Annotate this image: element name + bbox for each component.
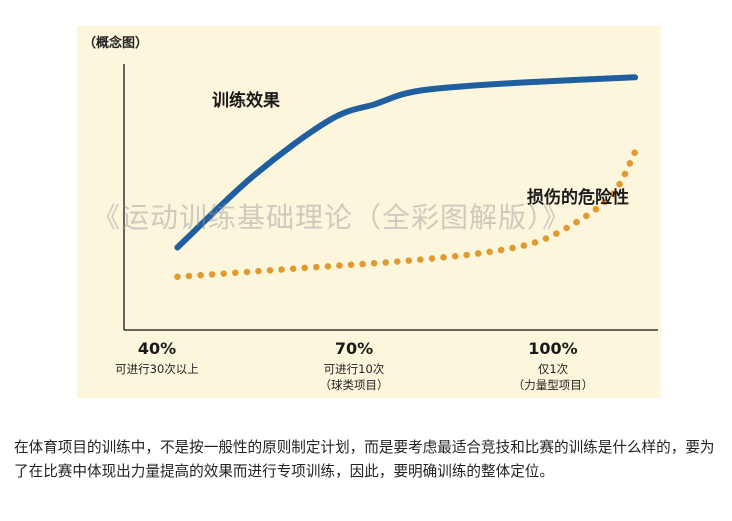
caption-text: 在体育项目的训练中，不是按一般性的原则制定计划，而是要考虑最适合竞技和比赛的训练… [14,439,715,480]
chart-figure [77,26,661,398]
x-tick-sublabel: （力量型项目） [513,378,594,392]
series-line-2 [174,148,639,281]
tick-layer: 40% 可进行30次以上 70% 可进行10次 （球类项目） 100% 仅1次 （力量型项目） [115,339,593,392]
x-tick-label: 70% [335,339,373,358]
series-label-1: 训练效果 [212,90,280,111]
series-layer [174,74,639,281]
x-tick-sublabel: 仅1次 [538,362,569,376]
x-tick-sublabel: 可进行30次以上 [115,362,199,376]
chart-title: （概念图） [83,35,148,51]
x-tick-sublabel: （球类项目） [320,378,389,392]
series-line-1 [174,74,639,251]
x-tick-label: 100% [528,339,577,358]
x-tick-sublabel: 可进行10次 [324,362,385,376]
series-label-2: 损伤的危险性 [527,187,629,208]
x-tick-label: 40% [138,339,176,358]
